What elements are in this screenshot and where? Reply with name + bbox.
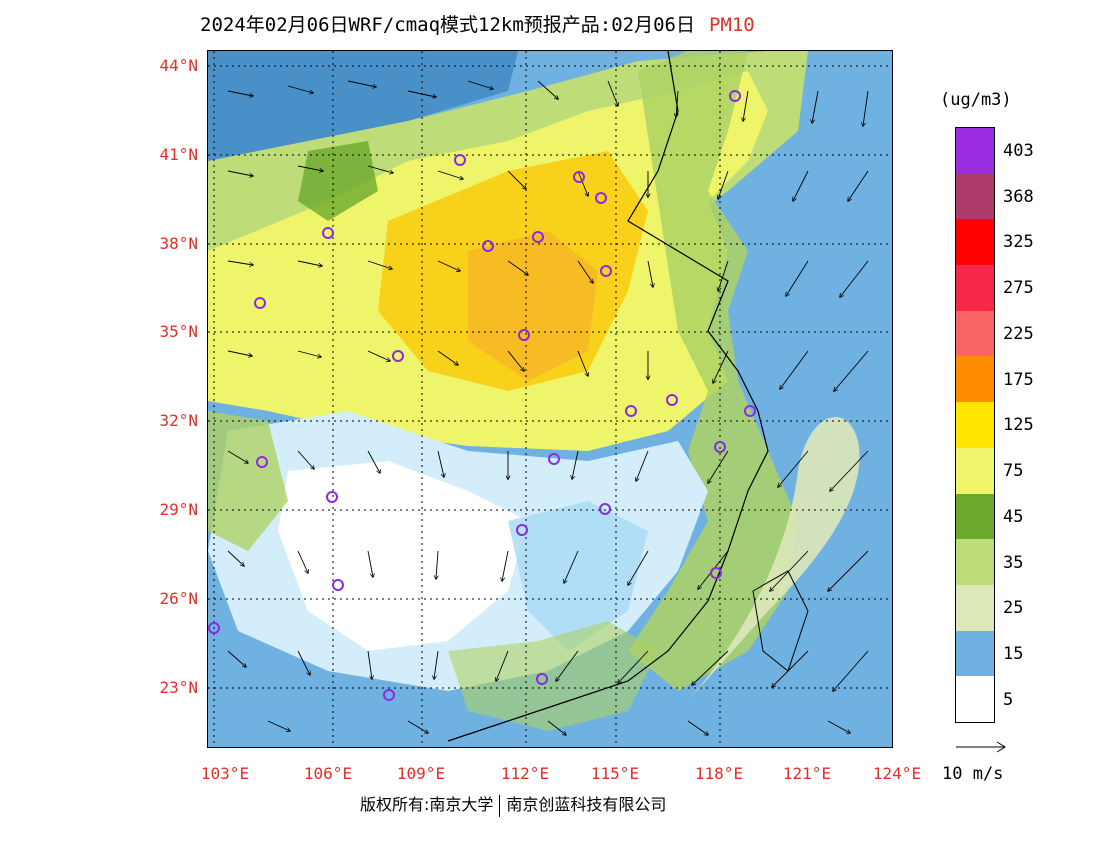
lat-label-35: 35°N [159,322,198,341]
copyright-divider [499,794,501,817]
coast-green-strip [628,51,798,691]
copyright-part1: 版权所有:南京大学 [360,795,494,814]
pollutant-label: PM10 [708,14,755,36]
map-canvas [208,51,892,747]
copyright-part2: 南京创蓝科技有限公司 [506,795,667,814]
legend-tick: 5 [1003,690,1014,710]
lat-label-41: 41°N [159,145,198,164]
legend-tick: 368 [1003,187,1034,207]
color-bin [956,265,994,311]
map-title: 2024年02月06日WRF/cmaq模式12km预报产品:02月06日 PM10 [200,10,755,37]
color-bin [956,493,994,540]
color-bin [956,173,994,220]
nw-low-band [208,51,518,161]
color-bin [956,676,994,722]
legend-unit: (ug/m3) [940,90,1012,110]
color-bin [956,356,994,403]
color-bin [956,310,994,357]
core-high-region [468,231,598,381]
lon-label-118: 118°E [694,764,744,783]
south-coast-green [448,621,658,731]
coastline [447,51,769,742]
lat-label-23: 23°N [159,678,198,697]
lat-lon-grid [208,51,892,747]
legend-tick: 45 [1003,507,1024,527]
lon-label-109: 109°E [396,764,446,783]
lat-label-32: 32°N [159,411,198,430]
lon-label-103: 103°E [200,764,250,783]
legend-tick: 403 [1003,141,1034,161]
lat-label-26: 26°N [159,589,198,608]
color-bin [956,128,994,174]
color-bin [956,402,994,448]
color-bin [956,539,994,585]
lon-label-121: 121°E [782,764,832,783]
south-white-area [278,461,528,651]
lon-label-112: 112°E [500,764,550,783]
taiwan-outline [752,570,809,672]
legend-tick: 275 [1003,278,1034,298]
lon-label-106: 106°E [303,764,353,783]
south-light-blue [508,501,648,651]
lon-label-124: 124°E [872,764,922,783]
lon-label-115: 115°E [590,764,640,783]
title-text: 2024年02月06日WRF/cmaq模式12km预报产品:02月06日 [200,14,695,36]
color-bin [956,584,994,631]
legend-tick: 175 [1003,370,1034,390]
color-bin [956,219,994,266]
west-green-patch [208,411,288,551]
city-markers [208,90,756,701]
copyright: 版权所有:南京大学 南京创蓝科技有限公司 [360,791,666,817]
legend-tick: 35 [1003,553,1024,573]
lat-label-29: 29°N [159,500,198,519]
lat-label-38: 38°N [159,234,198,253]
wind-reference-arrow-icon [956,741,1006,753]
color-bin [956,630,994,677]
lat-label-44: 44°N [159,56,198,75]
legend-tick: 225 [1003,324,1034,344]
legend-tick: 125 [1003,415,1034,435]
nw-dark-green-patch [298,141,378,221]
pm10-map [207,50,893,748]
color-bar [955,127,995,723]
wind-reference-label: 10 m/s [942,764,1004,784]
legend-tick: 15 [1003,644,1024,664]
legend-tick: 75 [1003,461,1024,481]
legend-tick: 325 [1003,232,1034,252]
legend-tick: 25 [1003,598,1024,618]
ocean-plume [688,417,860,701]
wind-vectors [227,80,869,735]
color-bin [956,447,994,494]
